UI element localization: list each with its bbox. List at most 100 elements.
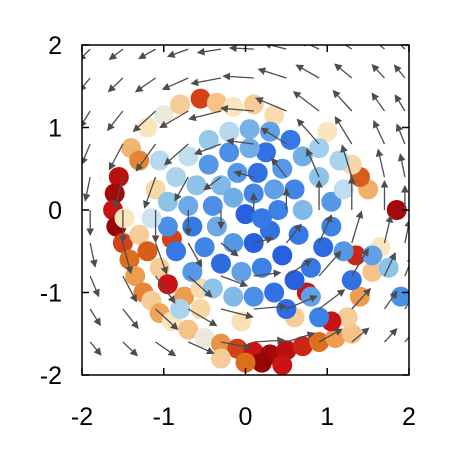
scatter-point	[321, 191, 342, 212]
vector-arrow	[332, 89, 353, 112]
vector-arrow	[395, 123, 406, 145]
scatter-point	[243, 286, 264, 307]
scatter-point	[243, 94, 264, 115]
scatter-point	[119, 249, 140, 270]
vector-arrow	[351, 327, 370, 343]
scatter-point	[166, 241, 187, 262]
vector-arrow	[371, 45, 385, 50]
scatter-point	[194, 237, 215, 258]
scatter-point	[157, 191, 178, 212]
scatter-point	[202, 278, 223, 299]
scatter-point	[284, 179, 305, 200]
scatter-point	[329, 150, 350, 171]
vector-arrow	[220, 308, 254, 320]
scatter-point	[223, 286, 244, 307]
vector-arrow	[159, 110, 189, 129]
scatter-point	[292, 336, 313, 357]
scatter-point	[129, 150, 150, 171]
scatter-point	[190, 88, 211, 109]
vector-arrow	[296, 118, 320, 145]
x-tick-label: -1	[153, 403, 175, 431]
scatter-point	[206, 216, 227, 237]
vector-arrow	[155, 275, 176, 304]
scatter-point	[145, 179, 166, 200]
x-tick-label: -2	[71, 403, 93, 431]
scatter-point	[178, 146, 199, 167]
scatter-point	[114, 208, 135, 229]
vector-arrow	[108, 143, 124, 171]
vector-arrow	[318, 214, 333, 244]
y-tick-label: 1	[48, 115, 62, 143]
vector-arrow	[138, 48, 156, 60]
vector-arrow	[89, 308, 101, 327]
vector-arrow	[108, 48, 124, 61]
vector-arrow	[220, 242, 239, 257]
vector-arrow	[286, 295, 318, 310]
vector-arrow	[299, 45, 320, 50]
vector-arrow	[404, 328, 409, 343]
scatter-point	[108, 167, 129, 187]
vector-arrow	[371, 92, 386, 112]
vector-arrow	[351, 210, 364, 244]
scatter-point	[264, 282, 285, 303]
vector-arrow	[82, 77, 91, 92]
vector-arrow	[122, 275, 137, 303]
scatter-point	[202, 195, 223, 216]
vector-arrow	[233, 170, 254, 178]
vector-arrow	[122, 308, 139, 330]
vector-arrow	[292, 91, 320, 112]
scatter-point	[129, 224, 150, 245]
vector-arrow	[106, 110, 124, 132]
vector-arrow	[351, 287, 372, 310]
vector-arrow	[334, 63, 353, 79]
axis-ticks	[81, 44, 410, 376]
scatter-point	[309, 138, 330, 159]
vector-arrow	[340, 144, 353, 178]
vector-arrow	[383, 251, 396, 277]
scatter-point	[149, 150, 170, 171]
scatter-point	[235, 352, 256, 373]
scatter-point	[300, 286, 321, 307]
vector-arrow	[112, 176, 124, 209]
scatter-point	[362, 261, 383, 282]
scatter-point	[362, 245, 383, 266]
scatter-point	[141, 208, 162, 229]
scatter-point	[157, 216, 178, 237]
vector-arrow	[404, 292, 409, 310]
scatter-point	[309, 307, 330, 328]
vector-arrow	[394, 94, 406, 112]
scatter-point	[247, 162, 268, 183]
scatter-point	[223, 187, 244, 208]
vector-arrow	[143, 176, 157, 209]
vector-arrow	[334, 116, 353, 145]
vector-arrow	[82, 110, 91, 129]
scatter-point	[341, 323, 362, 344]
vector-arrow	[155, 308, 179, 331]
y-tick-label: -2	[40, 362, 62, 390]
scatter-point	[321, 216, 342, 237]
vector-arrow	[318, 250, 342, 277]
scatter-point	[272, 355, 293, 375]
vector-arrow	[257, 67, 287, 79]
scatter-point	[137, 241, 158, 262]
vector-arrow	[254, 97, 287, 112]
scatter-point	[251, 208, 272, 229]
vector-field-arrows	[82, 45, 409, 357]
vector-arrow	[228, 45, 254, 53]
scatter-point	[194, 327, 215, 348]
scatter-point	[268, 200, 289, 220]
vector-arrow	[220, 341, 252, 351]
vector-arrow	[295, 64, 320, 79]
vector-arrow	[253, 302, 288, 311]
scatter-point	[166, 167, 187, 187]
vector-arrow	[193, 143, 222, 156]
vector-arrow	[135, 143, 157, 172]
vector-arrow	[253, 269, 282, 278]
vector-arrow	[187, 242, 203, 268]
vector-arrow	[222, 72, 254, 81]
vector-arrow	[225, 137, 254, 146]
vector-arrow	[263, 45, 287, 50]
scatter-point	[153, 105, 174, 126]
x-tick-label: 2	[402, 403, 416, 431]
